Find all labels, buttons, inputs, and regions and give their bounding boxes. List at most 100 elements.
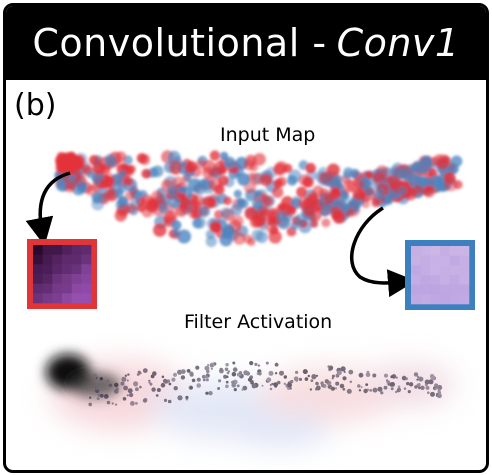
input-point	[158, 203, 169, 214]
input-point	[177, 229, 192, 244]
input-point	[271, 186, 284, 198]
input-point	[376, 186, 385, 195]
input-point	[153, 223, 167, 237]
input-point	[428, 168, 438, 177]
input-point	[233, 189, 242, 198]
input-point	[141, 168, 152, 179]
input-point	[64, 180, 76, 193]
filter-activation-caption: Filter Activation	[184, 311, 333, 333]
input-point	[420, 155, 433, 168]
input-point	[431, 174, 443, 186]
input-point	[115, 199, 126, 210]
input-point	[168, 159, 183, 174]
input-point	[349, 168, 360, 179]
light-filter-patch	[405, 240, 475, 310]
input-point	[254, 189, 263, 199]
input-point	[172, 228, 181, 238]
input-point	[107, 189, 116, 198]
input-point	[139, 154, 151, 165]
input-point	[207, 197, 217, 208]
input-point	[232, 232, 246, 245]
input-map-caption: Input Map	[220, 124, 316, 146]
input-point	[329, 188, 342, 200]
input-point	[73, 154, 85, 167]
input-point	[321, 218, 331, 228]
input-point	[275, 210, 287, 222]
input-point	[218, 165, 227, 175]
input-point	[86, 170, 96, 179]
input-point	[365, 170, 374, 179]
input-point	[249, 215, 262, 228]
input-point	[237, 172, 251, 186]
input-point	[273, 178, 283, 189]
input-point	[67, 151, 76, 161]
title-bar: Convolutional - Conv1	[6, 6, 486, 80]
input-point	[88, 155, 99, 165]
input-point	[413, 184, 423, 195]
input-point	[99, 179, 110, 189]
input-point	[219, 151, 229, 161]
input-point	[223, 196, 232, 206]
input-point	[167, 195, 181, 209]
input-point	[179, 196, 190, 207]
input-point	[76, 181, 88, 194]
input-point	[305, 162, 317, 174]
input-point	[371, 198, 381, 208]
input-point	[450, 155, 463, 168]
input-point	[356, 180, 365, 189]
input-point	[221, 228, 233, 240]
input-point	[124, 190, 136, 201]
filter-activation-map	[46, 354, 455, 448]
input-point	[124, 176, 134, 187]
input-point	[198, 205, 211, 218]
input-point	[243, 159, 255, 171]
input-point	[178, 185, 187, 194]
input-point	[184, 163, 195, 174]
input-point	[249, 172, 262, 185]
input-point	[253, 153, 266, 166]
input-point	[293, 213, 307, 227]
input-point	[330, 206, 340, 216]
input-point	[183, 174, 192, 183]
input-point	[230, 203, 243, 216]
input-point	[117, 183, 127, 194]
title-main: Convolutional -	[32, 21, 327, 65]
dark-filter-patch	[27, 239, 97, 309]
input-point	[259, 173, 273, 187]
arrow-to-light-patch	[349, 206, 416, 298]
input-point	[296, 186, 307, 198]
input-point	[118, 169, 127, 178]
arrow-to-dark-patch	[25, 171, 71, 246]
input-point	[339, 202, 350, 213]
title-model-name: Conv1	[336, 21, 460, 65]
input-point	[432, 154, 446, 167]
input-point	[145, 199, 159, 213]
input-point	[397, 166, 410, 179]
input-point	[209, 150, 221, 161]
input-point	[223, 156, 236, 169]
input-point	[255, 230, 268, 244]
input-point	[253, 199, 264, 211]
input-point	[55, 161, 67, 172]
input-point	[205, 235, 217, 248]
input-point	[202, 166, 215, 179]
input-point	[220, 207, 232, 219]
input-point	[273, 163, 286, 176]
input-point	[397, 185, 408, 196]
input-point	[423, 185, 435, 198]
input-point	[166, 185, 178, 197]
input-point	[288, 169, 302, 183]
input-point	[208, 177, 223, 192]
input-point	[310, 219, 319, 228]
input-point	[91, 191, 103, 202]
panel-label: (b)	[14, 88, 57, 123]
input-point	[192, 218, 203, 229]
input-point	[171, 220, 182, 231]
input-point	[386, 176, 401, 191]
input-point	[443, 177, 458, 192]
input-point	[243, 234, 253, 244]
input-point	[363, 187, 374, 197]
input-point	[352, 188, 366, 201]
input-point	[321, 173, 336, 187]
